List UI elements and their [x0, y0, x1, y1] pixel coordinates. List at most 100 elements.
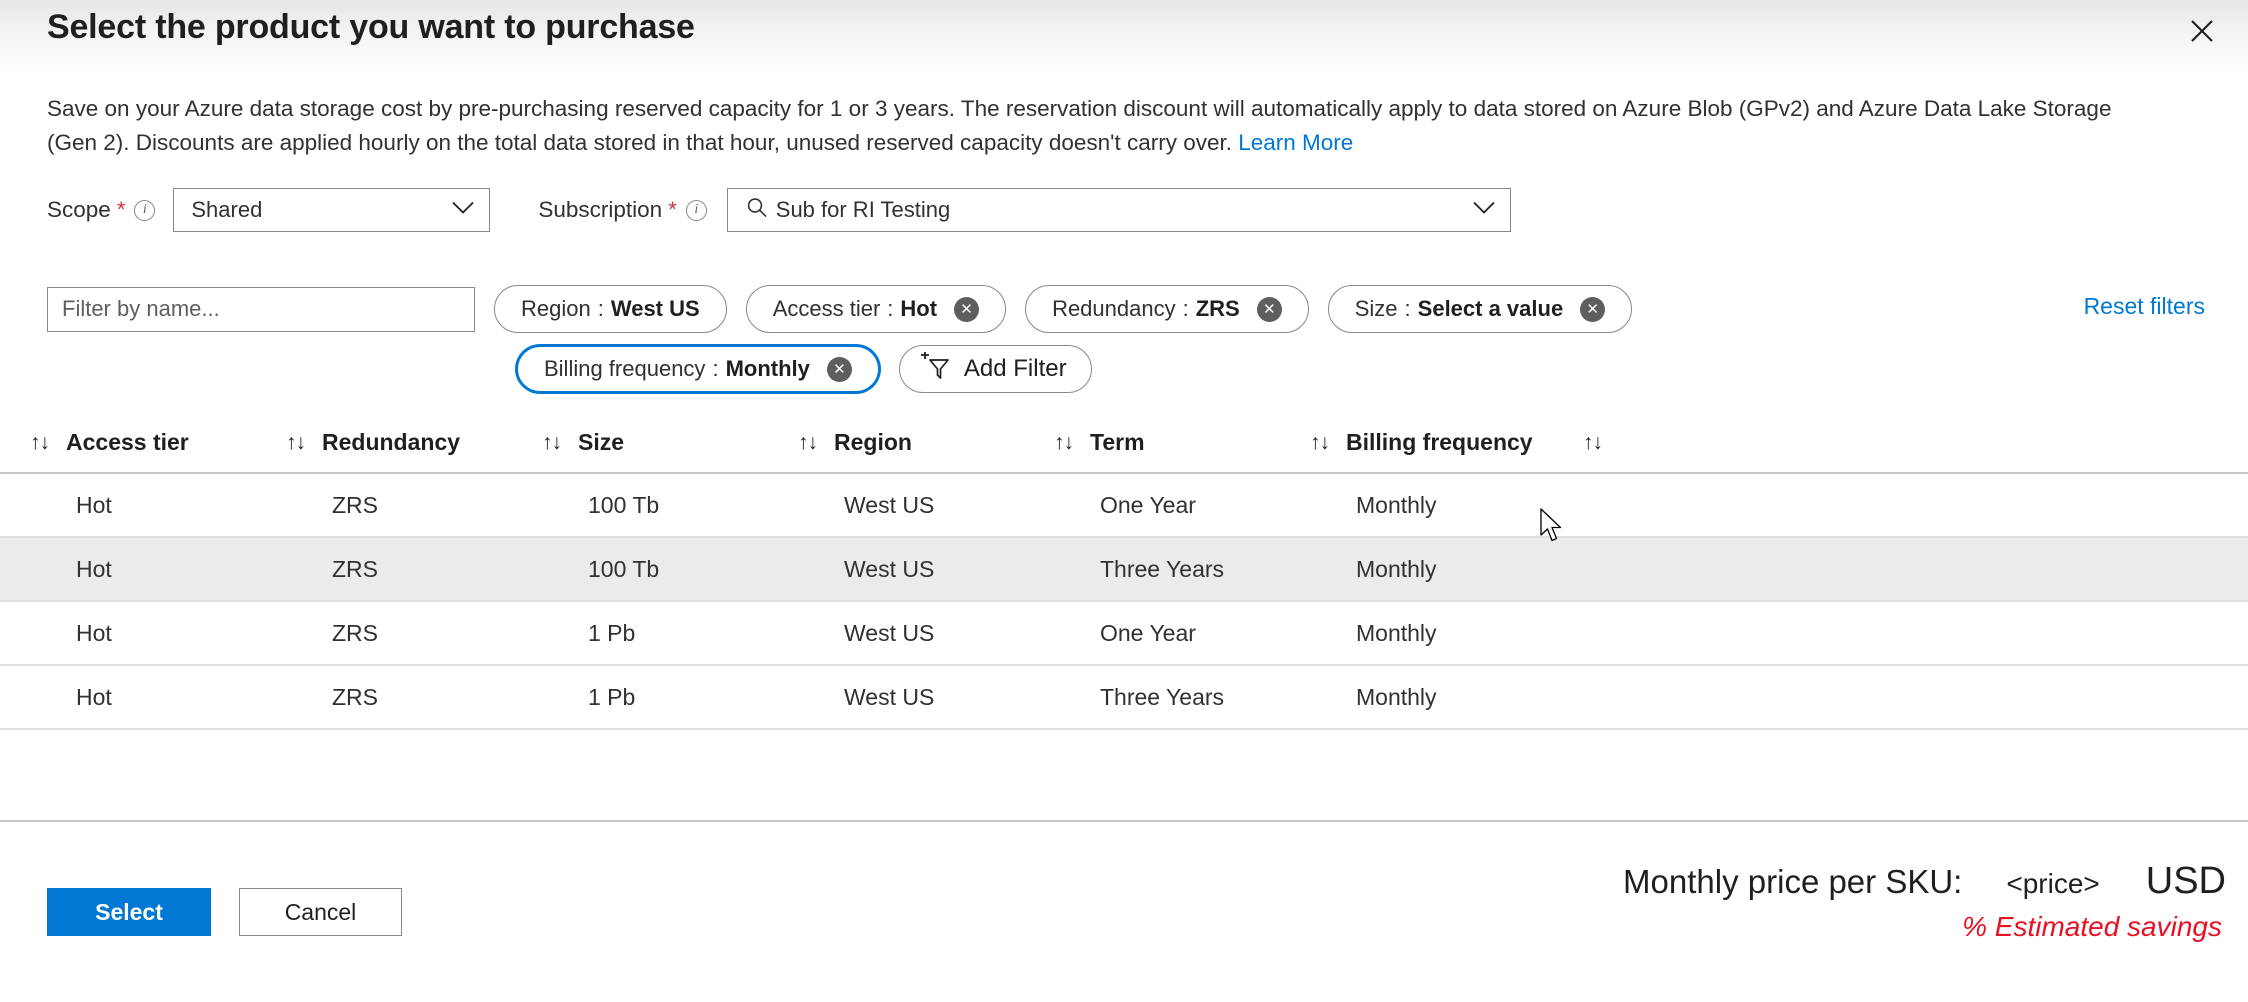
- table-row[interactable]: Hot ZRS 100 Tb West US Three Years Monthly: [0, 538, 2248, 602]
- page-title: Select the product you want to purchase: [47, 8, 695, 46]
- filter-chip-key: Region: [521, 296, 591, 321]
- filter-chip-separator: :: [712, 356, 719, 381]
- chevron-down-icon: [1472, 201, 1496, 220]
- learn-more-link[interactable]: Learn More: [1238, 130, 1354, 155]
- select-button[interactable]: Select: [47, 888, 211, 936]
- column-header-label: Size: [578, 428, 625, 455]
- filter-chip-redundancy[interactable]: Redundancy: ZRS ✕: [1025, 285, 1309, 333]
- filter-row-secondary: Billing frequency: Monthly ✕ Add Filter: [47, 339, 2205, 399]
- filter-chip-billing-frequency[interactable]: Billing frequency: Monthly ✕: [516, 345, 880, 393]
- filter-chip-group-2: Billing frequency: Monthly ✕: [497, 345, 880, 393]
- dialog-description: Save on your Azure data storage cost by …: [47, 92, 2137, 160]
- table-cell-access-tier: Hot: [76, 555, 112, 582]
- filter-chip-key: Size: [1354, 296, 1398, 321]
- filter-chip-key: Access tier: [772, 296, 881, 321]
- filter-chip-separator: :: [887, 296, 894, 321]
- price-value: <price>: [2006, 868, 2100, 899]
- dialog-titlebar: Select the product you want to purchase: [0, 0, 2248, 72]
- table-cell-redundancy: ZRS: [332, 619, 378, 646]
- column-header-label: Term: [1090, 428, 1145, 455]
- sort-icon[interactable]: ↑↓: [30, 430, 50, 454]
- table-row[interactable]: Hot ZRS 100 Tb West US One Year Monthly: [0, 474, 2248, 538]
- scope-dropdown[interactable]: Shared: [173, 188, 491, 232]
- add-filter-button[interactable]: Add Filter: [898, 345, 1092, 393]
- table-cell-billing-frequency: Monthly: [1356, 491, 1437, 518]
- filter-chip-key: Redundancy: [1052, 296, 1176, 321]
- filter-chip-size[interactable]: Size: Select a value ✕: [1327, 285, 1633, 333]
- filter-chip-access-tier[interactable]: Access tier: Hot ✕: [745, 285, 1007, 333]
- price-caption: Monthly price per SKU:: [1623, 863, 1963, 900]
- chevron-down-icon: [451, 201, 475, 220]
- close-button[interactable]: [2170, 4, 2234, 58]
- filter-chip-separator: :: [1182, 296, 1189, 321]
- sort-icon[interactable]: ↑↓: [542, 430, 562, 454]
- filter-chip-separator: :: [1404, 296, 1411, 321]
- table-cell-size: 100 Tb: [588, 555, 660, 582]
- column-header-term[interactable]: ↑↓ Term: [1054, 429, 1310, 456]
- column-header-redundancy[interactable]: ↑↓ Redundancy: [286, 429, 542, 456]
- table-cell-size: 1 Pb: [588, 683, 636, 710]
- sort-icon[interactable]: ↑↓: [286, 430, 306, 454]
- table-row[interactable]: Hot ZRS 1 Pb West US One Year Monthly: [0, 602, 2248, 666]
- column-header-billing-frequency[interactable]: ↑↓ Billing frequency: [1310, 429, 1566, 456]
- table-cell-access-tier: Hot: [76, 619, 112, 646]
- info-icon[interactable]: i: [134, 199, 156, 221]
- products-table: ↑↓ Access tier ↑↓ Redundancy ↑↓ Size ↑↓ Region ↑…: [0, 412, 2248, 730]
- column-header-label: Redundancy: [322, 428, 461, 455]
- column-header-label: Region: [834, 428, 912, 455]
- table-cell-region: West US: [844, 555, 935, 582]
- clear-filter-icon[interactable]: ✕: [1580, 296, 1606, 322]
- table-body: Hot ZRS 100 Tb West US One Year Monthly Hot ZRS…: [0, 474, 2248, 730]
- column-header-region[interactable]: ↑↓ Region: [798, 429, 1054, 456]
- table-cell-billing-frequency: Monthly: [1356, 619, 1437, 646]
- clear-filter-icon[interactable]: ✕: [826, 356, 852, 382]
- table-cell-term: One Year: [1100, 619, 1196, 646]
- scope-subscription-row: Scope * i Shared Subscription * i Sub fo…: [47, 188, 1511, 232]
- table-cell-redundancy: ZRS: [332, 555, 378, 582]
- filter-chip-value: ZRS: [1195, 296, 1240, 321]
- info-icon[interactable]: i: [685, 199, 707, 221]
- column-header-size[interactable]: ↑↓ Size: [542, 429, 798, 456]
- add-filter-label: Add Filter: [963, 355, 1067, 382]
- scope-label: Scope: [47, 197, 111, 222]
- filter-chip-region[interactable]: Region: West US: [494, 285, 727, 333]
- subscription-label: Subscription: [538, 197, 663, 222]
- scope-required-marker: *: [116, 197, 126, 222]
- sort-icon[interactable]: ↑↓: [1310, 430, 1330, 454]
- column-header-label: Billing frequency: [1346, 428, 1533, 455]
- table-header-row: ↑↓ Access tier ↑↓ Redundancy ↑↓ Size ↑↓ Region ↑…: [0, 412, 2248, 474]
- sort-icon[interactable]: ↑↓: [1583, 430, 1603, 454]
- table-cell-billing-frequency: Monthly: [1356, 555, 1437, 582]
- table-cell-size: 1 Pb: [588, 619, 636, 646]
- scope-value: Shared: [191, 197, 263, 222]
- table-cell-redundancy: ZRS: [332, 491, 378, 518]
- table-row[interactable]: Hot ZRS 1 Pb West US Three Years Monthly: [0, 666, 2248, 730]
- sort-icon[interactable]: ↑↓: [1054, 430, 1074, 454]
- filter-chip-value: Monthly: [725, 356, 810, 381]
- search-input[interactable]: [47, 286, 475, 332]
- table-cell-billing-frequency: Monthly: [1356, 683, 1437, 710]
- cancel-button[interactable]: Cancel: [239, 888, 402, 936]
- table-cell-region: West US: [844, 491, 935, 518]
- sort-icon[interactable]: ↑↓: [798, 430, 818, 454]
- dialog-footer: Select Cancel Monthly price per SKU: <pr…: [0, 822, 2248, 1002]
- filter-chip-value: West US: [610, 296, 700, 321]
- clear-filter-icon[interactable]: ✕: [954, 296, 980, 322]
- filter-chip-value: Select a value: [1417, 296, 1564, 321]
- price-line: Monthly price per SKU: <price> USD: [1623, 860, 2226, 903]
- filter-chip-separator: :: [597, 296, 604, 321]
- subscription-value: Sub for RI Testing: [775, 197, 951, 222]
- subscription-required-marker: *: [668, 197, 677, 222]
- clear-filter-icon[interactable]: ✕: [1256, 296, 1282, 322]
- subscription-dropdown[interactable]: Sub for RI Testing: [726, 188, 1511, 232]
- reset-filters-link[interactable]: Reset filters: [2083, 293, 2205, 319]
- table-cell-size: 100 Tb: [588, 491, 660, 518]
- close-icon: [2187, 16, 2217, 46]
- estimated-savings: % Estimated savings: [1962, 911, 2222, 942]
- price-summary: Monthly price per SKU: <price> USD % Est…: [1623, 860, 2226, 943]
- subscription-label-group: Subscription * i: [538, 197, 707, 223]
- column-header-access-tier[interactable]: ↑↓ Access tier: [30, 429, 286, 456]
